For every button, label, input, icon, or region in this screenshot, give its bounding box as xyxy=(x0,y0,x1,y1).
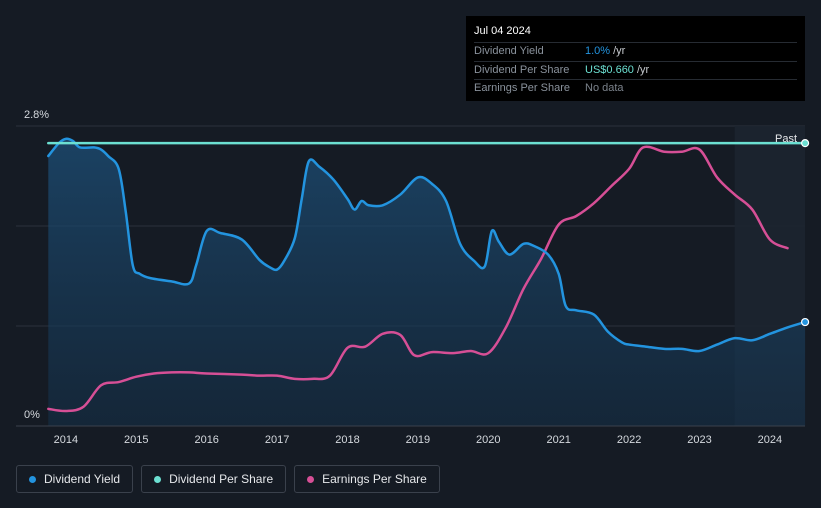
legend-item-dividend-yield[interactable]: Dividend Yield xyxy=(16,465,134,493)
x-tick-label: 2018 xyxy=(335,434,359,446)
series-lines xyxy=(47,137,807,413)
dividend-yield-line xyxy=(47,137,807,353)
x-tick-label: 2016 xyxy=(194,434,218,446)
tooltip-value: 1.0% xyxy=(585,45,611,57)
tooltip-date: Jul 04 2024 xyxy=(474,25,531,37)
x-tick-label: 2019 xyxy=(406,434,430,446)
past-region-label: Past xyxy=(775,133,797,145)
legend-dot-icon xyxy=(307,475,315,483)
dividend-yield-end-marker xyxy=(800,317,810,327)
legend-dot-icon xyxy=(154,475,162,483)
tooltip-row-earnings-per-share: Earnings Per Share No data xyxy=(474,79,797,98)
legend-label: Dividend Yield xyxy=(44,472,121,486)
legend-item-earnings-per-share[interactable]: Earnings Per Share xyxy=(294,465,440,493)
tooltip-label: Earnings Per Share xyxy=(474,82,570,94)
tooltip-label: Dividend Yield xyxy=(474,45,544,57)
x-tick-label: 2022 xyxy=(617,434,641,446)
x-tick-label: 2020 xyxy=(476,434,500,446)
earnings-per-share-line xyxy=(47,145,789,413)
y-axis-top-label: 2.8% xyxy=(24,109,49,121)
legend-dot-icon xyxy=(29,475,36,483)
dividend-yield-area-fill xyxy=(48,138,806,426)
x-axis-tick-labels: 2014 2015 2016 2017 2018 2019 2020 2021 2022 2023… xyxy=(54,434,782,446)
x-tick-label: 2023 xyxy=(687,434,711,446)
x-tick-label: 2014 xyxy=(54,434,78,446)
dividend-per-share-end-marker xyxy=(800,139,810,148)
chart-legend: Dividend Yield Dividend Per Share Earnin… xyxy=(16,465,440,493)
tooltip-unit: /yr xyxy=(613,45,626,57)
hover-tooltip: Jul 04 2024 Dividend Yield 1.0% /yr Divi… xyxy=(466,16,805,101)
tooltip-value: No data xyxy=(585,82,624,94)
x-tick-label: 2015 xyxy=(124,434,148,446)
legend-label: Earnings Per Share xyxy=(322,472,427,486)
x-tick-label: 2017 xyxy=(265,434,289,446)
x-tick-label: 2024 xyxy=(758,434,782,446)
tooltip-label: Dividend Per Share xyxy=(474,63,570,76)
tooltip-value: US$0.660 xyxy=(585,63,634,76)
tooltip-row-dividend-per-share: Dividend Per Share US$0.660 /yr xyxy=(474,60,797,80)
legend-item-dividend-per-share[interactable]: Dividend Per Share xyxy=(141,465,287,493)
y-axis-bottom-label: 0% xyxy=(24,409,40,421)
tooltip-unit: /yr xyxy=(636,63,650,76)
x-tick-label: 2021 xyxy=(546,434,570,446)
legend-label: Dividend Per Share xyxy=(169,472,274,486)
series-end-markers xyxy=(800,139,810,327)
dividend-yield-area xyxy=(48,138,806,426)
tooltip-row-dividend-yield: Dividend Yield 1.0% /yr xyxy=(474,42,797,61)
